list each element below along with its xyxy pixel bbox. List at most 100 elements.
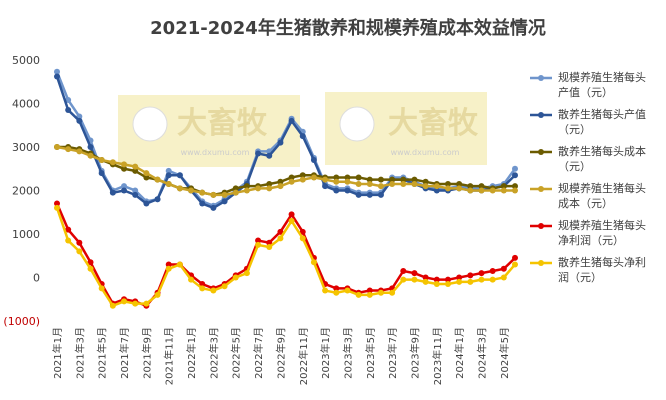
data-point [288,178,295,185]
data-point [210,204,217,211]
data-point [299,228,306,235]
data-point [478,187,485,194]
data-point [433,276,440,283]
data-point [322,287,329,294]
data-point [444,276,451,283]
legend-item: 规模养殖生猪每头成本（元） [530,181,660,211]
data-point [389,176,396,183]
data-point [366,191,373,198]
data-point [500,265,507,272]
data-point [299,176,306,183]
data-point [132,300,139,307]
data-point [176,261,183,268]
data-point [266,180,273,187]
y-tick-label: 2000 [12,185,40,198]
data-point [210,191,217,198]
data-point [255,185,262,192]
data-point [500,183,507,190]
data-point [232,185,239,192]
data-point [310,259,317,266]
data-point [489,276,496,283]
data-point [411,180,418,187]
data-point [389,180,396,187]
data-point [444,281,451,288]
data-point [444,180,451,187]
legend-swatch [530,149,552,155]
data-point [109,302,116,309]
x-tick-label: 2023年5月 [364,327,377,379]
data-point [355,191,362,198]
data-point [322,183,329,190]
data-point [87,144,94,150]
data-point [400,267,407,274]
data-point [266,185,273,192]
legend-label: 散养生猪每头产值（元） [558,108,646,136]
data-point [188,276,195,283]
data-point [121,187,128,194]
data-point [299,235,306,242]
legend-item: 散养生猪每头产值（元） [530,107,660,137]
legend-swatch [530,223,552,229]
watermark-logo [339,106,375,142]
x-tick-label: 2022年1月 [185,327,198,379]
data-point [512,183,518,190]
data-point [288,211,295,218]
data-point [98,285,105,292]
x-tick-label: 2024年3月 [475,327,488,379]
data-point [54,68,60,75]
data-point [165,265,172,272]
x-tick-label: 2024年1月 [453,327,466,379]
data-point [400,180,407,187]
data-point [310,157,317,164]
data-point [255,237,262,244]
data-point [512,165,518,172]
data-point [232,274,239,281]
x-tick-label: 2023年7月 [386,327,399,379]
legend-item: 散养生猪每头成本（元） [530,144,660,174]
data-point [165,261,172,268]
legend-item: 规模养殖生猪每头净利润（元） [530,218,660,248]
data-point [132,163,139,170]
data-point [232,189,239,196]
data-point [176,172,183,179]
data-point [87,152,94,159]
data-point [389,289,396,296]
data-point [154,176,161,183]
legend-item: 散养生猪每头净利润（元） [530,255,660,285]
data-point [333,187,340,194]
data-point [377,191,384,198]
data-point [377,176,384,183]
legend-label: 规模养殖生猪每头产值（元） [558,71,646,99]
data-point [344,174,351,181]
watermark-text: 大畜牧 [388,106,479,141]
x-tick-label: 2024年5月 [498,327,511,379]
data-point [76,248,83,255]
x-tick-label: 2021年1月 [51,327,64,379]
watermark-text: 大畜牧 [177,106,268,141]
x-tick-label: 2023年11月 [431,327,444,385]
data-point [199,281,206,288]
data-point [478,183,485,190]
data-point [500,274,507,281]
data-point [489,187,496,194]
data-point [377,183,384,190]
data-point [456,274,463,281]
data-point [188,187,195,194]
legend: 规模养殖生猪每头产值（元） 散养生猪每头产值（元） 散养生猪每头成本（元） 规模养殖生… [530,70,660,292]
data-point [98,157,105,164]
data-point [143,170,150,177]
data-point [299,172,306,179]
data-point [288,217,295,224]
data-point [121,165,128,172]
x-tick-label: 2021年3月 [73,327,86,379]
data-point [176,185,183,192]
data-point [456,278,463,285]
data-point [54,73,60,80]
data-point [266,239,273,246]
data-point [467,187,474,194]
data-point [299,133,306,140]
data-point [288,174,295,181]
data-point [98,170,105,177]
x-tick-label: 2021年11月 [163,327,176,385]
